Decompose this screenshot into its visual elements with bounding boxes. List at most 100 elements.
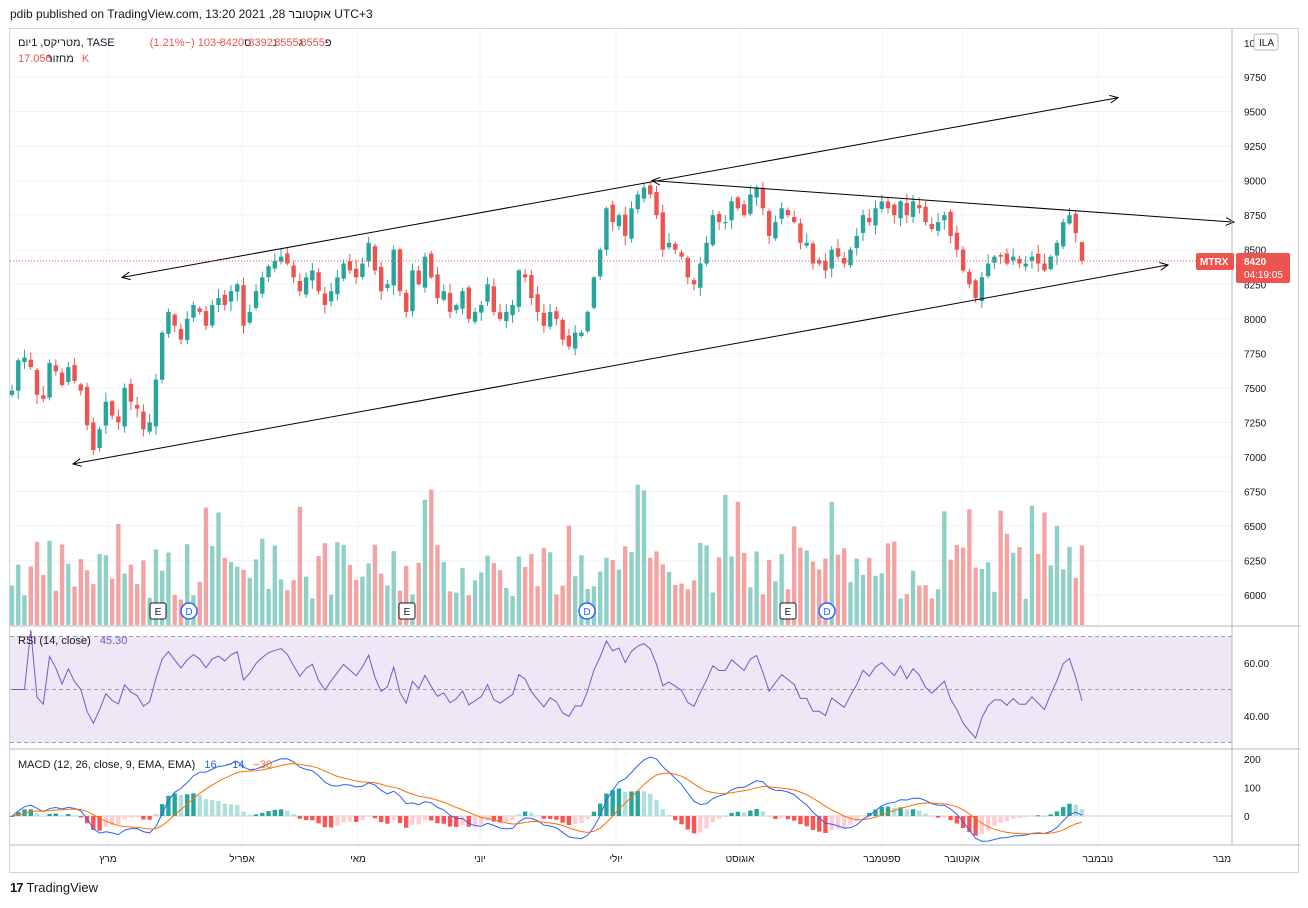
candle-body[interactable] <box>516 270 522 307</box>
candle-body[interactable] <box>472 311 478 322</box>
candle-body[interactable] <box>723 222 728 224</box>
candle-body[interactable] <box>441 291 446 300</box>
candle-body[interactable] <box>347 261 353 271</box>
macd-line[interactable] <box>11 756 1083 842</box>
candle-body[interactable] <box>835 248 841 257</box>
candle-body[interactable] <box>1048 256 1053 270</box>
time-axis[interactable]: מרץ אפריל מאי יוני יולי אוגוסט ספטמבר אוקטובר נו… <box>99 853 1231 865</box>
candle-body[interactable] <box>134 404 140 409</box>
candle-body[interactable] <box>466 287 471 319</box>
candle-body[interactable] <box>1042 263 1047 271</box>
candle-body[interactable] <box>128 383 134 402</box>
candle-body[interactable] <box>435 274 440 299</box>
candle-body[interactable] <box>942 215 947 221</box>
candle-body[interactable] <box>247 311 252 323</box>
earnings-marker[interactable] <box>398 602 416 620</box>
candle-body[interactable] <box>804 242 809 246</box>
candle-body[interactable] <box>867 217 872 223</box>
candle-body[interactable] <box>566 335 572 347</box>
candle-body[interactable] <box>366 242 371 262</box>
candle-body[interactable] <box>904 203 909 216</box>
candle-body[interactable] <box>979 277 985 302</box>
candle-body[interactable] <box>66 367 71 382</box>
dividend-marker[interactable] <box>180 602 198 620</box>
candle-body[interactable] <box>241 285 246 326</box>
candle-body[interactable] <box>910 201 916 217</box>
candle-body[interactable] <box>197 308 202 312</box>
candle-body[interactable] <box>235 284 240 292</box>
candle-body[interactable] <box>159 332 165 380</box>
earnings-marker[interactable] <box>149 602 167 620</box>
candle-body[interactable] <box>597 249 603 277</box>
candle-body[interactable] <box>166 311 171 334</box>
candle-body[interactable] <box>529 274 534 299</box>
candle-body[interactable] <box>416 270 421 285</box>
candle-body[interactable] <box>535 294 540 312</box>
candle-body[interactable] <box>72 365 77 381</box>
candle-body[interactable] <box>854 235 859 248</box>
candle-body[interactable] <box>84 386 90 426</box>
candle-body[interactable] <box>960 249 966 271</box>
signal-line[interactable] <box>11 763 1083 835</box>
candle-body[interactable] <box>460 291 465 309</box>
candle-body[interactable] <box>754 187 759 198</box>
candle-body[interactable] <box>1010 256 1016 261</box>
upper-channel-line[interactable] <box>121 97 1119 278</box>
candle-body[interactable] <box>623 214 628 236</box>
price-axis[interactable]: 9750 9500 9250 9000 8750 8500 8250 8000 7750 7500… <box>1244 73 1267 602</box>
candle-body[interactable] <box>848 249 853 266</box>
candle-body[interactable] <box>654 191 659 216</box>
candle-body[interactable] <box>59 372 65 386</box>
candle-body[interactable] <box>429 253 434 278</box>
candle-body[interactable] <box>760 187 766 209</box>
candle-body[interactable] <box>1067 215 1072 224</box>
candle-body[interactable] <box>222 294 227 305</box>
candle-body[interactable] <box>172 314 177 326</box>
candle-body[interactable] <box>579 332 584 337</box>
candle-body[interactable] <box>322 293 328 305</box>
candle-body[interactable] <box>992 256 997 263</box>
candle-body[interactable] <box>316 272 321 292</box>
candle-body[interactable] <box>328 291 334 302</box>
candle-body[interactable] <box>28 359 33 368</box>
candle-body[interactable] <box>660 212 665 250</box>
candle-body[interactable] <box>591 277 597 308</box>
candle-body[interactable] <box>716 213 722 223</box>
earnings-marker[interactable] <box>779 602 797 620</box>
candle-body[interactable] <box>278 256 284 262</box>
candle-body[interactable] <box>554 311 559 319</box>
candle-body[interactable] <box>372 246 378 271</box>
candle-body[interactable] <box>741 204 747 216</box>
candle-body[interactable] <box>1004 253 1010 264</box>
candle-body[interactable] <box>785 209 791 216</box>
candle-body[interactable] <box>817 260 822 264</box>
candle-body[interactable] <box>748 194 753 214</box>
candle-body[interactable] <box>479 305 484 313</box>
candle-body[interactable] <box>791 217 797 223</box>
candle-body[interactable] <box>504 311 509 322</box>
dividend-marker[interactable] <box>818 602 836 620</box>
candle-body[interactable] <box>560 319 565 340</box>
candle-body[interactable] <box>109 401 115 416</box>
candle-body[interactable] <box>710 215 716 245</box>
candle-body[interactable] <box>1023 263 1028 267</box>
candle-body[interactable] <box>985 263 991 277</box>
candle-body[interactable] <box>648 185 653 195</box>
candle-body[interactable] <box>22 357 27 363</box>
candle-body[interactable] <box>53 365 58 372</box>
candle-body[interactable] <box>698 263 703 288</box>
candle-body[interactable] <box>973 280 978 299</box>
candle-body[interactable] <box>122 387 127 427</box>
candle-body[interactable] <box>153 379 159 427</box>
dividend-marker[interactable] <box>578 602 596 620</box>
candle-body[interactable] <box>1073 213 1078 234</box>
candle-body[interactable] <box>1079 242 1085 261</box>
candle-body[interactable] <box>260 277 265 294</box>
candle-body[interactable] <box>691 280 697 285</box>
candle-body[interactable] <box>291 265 296 278</box>
candle-body[interactable] <box>641 187 647 199</box>
candle-body[interactable] <box>397 249 403 292</box>
candle-body[interactable] <box>779 208 784 219</box>
candle-body[interactable] <box>635 194 640 210</box>
candle-body[interactable] <box>967 271 972 285</box>
